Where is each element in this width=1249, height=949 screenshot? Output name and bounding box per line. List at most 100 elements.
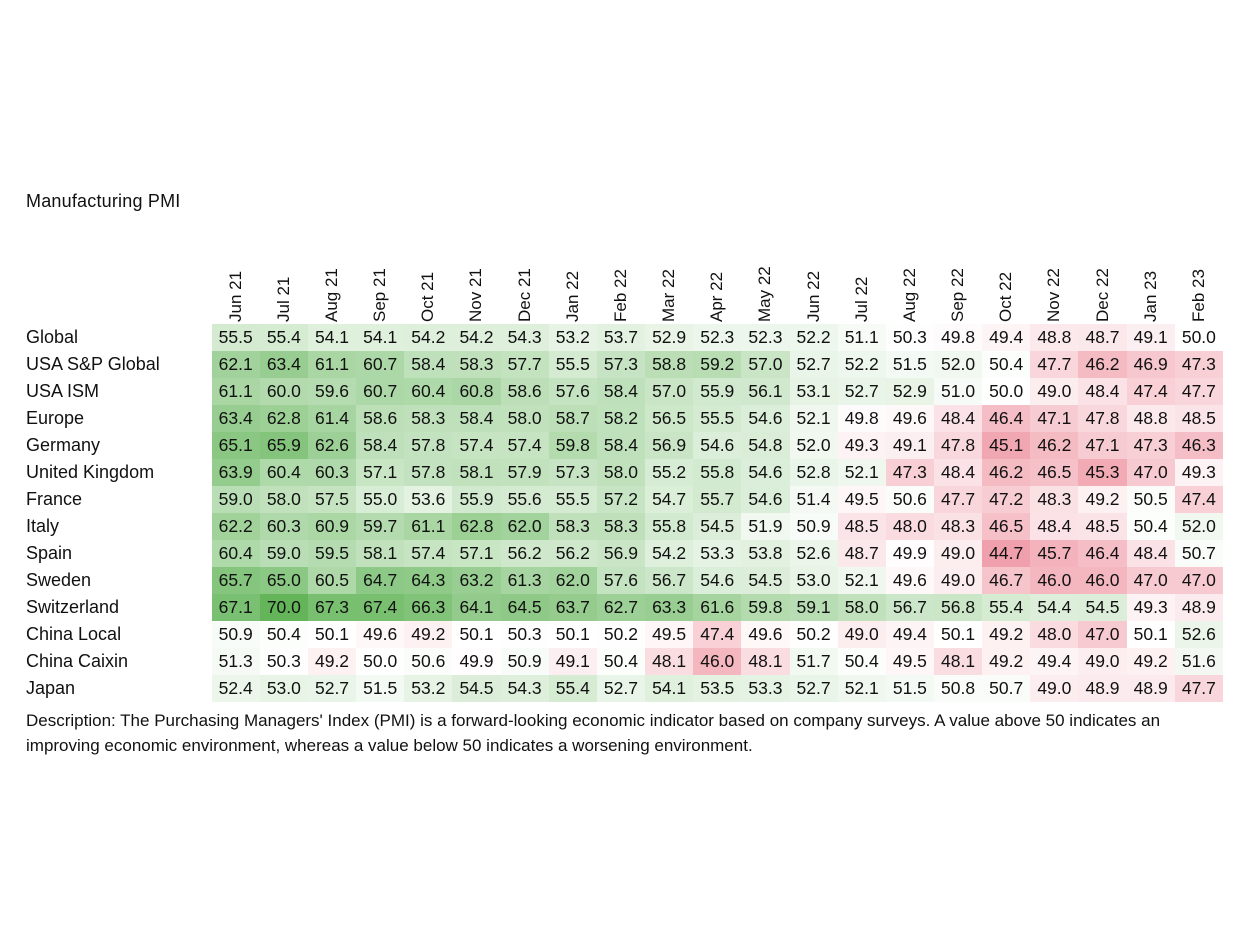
heatmap-cell: 54.3 [500,675,549,702]
heatmap-cell: 49.4 [885,621,934,648]
heatmap-cell: 46.7 [982,567,1031,594]
heatmap-cell: 53.2 [404,675,453,702]
heatmap-cell: 50.1 [548,621,597,648]
table-row-global: Global 55.5 55.4 54.1 54.1 54.2 54.2 54.3 53.2 53… [20,324,1223,351]
heatmap-cell: 64.1 [452,594,501,621]
heatmap-cell: 45.7 [1030,540,1079,567]
heatmap-cell: 49.8 [837,405,886,432]
column-header-aug-21: Aug 21 [308,250,356,324]
heatmap-cell: 47.4 [693,621,742,648]
heatmap-cell: 54.7 [645,486,694,513]
heatmap-cell: 62.6 [307,432,357,459]
heatmap-cell: 57.4 [500,432,549,459]
heatmap-cell: 55.4 [982,594,1031,621]
heatmap-cell: 60.9 [307,513,357,540]
heatmap-cell: 50.7 [982,675,1031,702]
heatmap-cell: 52.1 [837,675,886,702]
heatmap-cell: 49.4 [1030,648,1079,675]
heatmap-cell: 52.1 [789,405,838,432]
heatmap-cell: 57.0 [741,351,790,378]
heatmap-cell: 52.4 [211,675,260,702]
heatmap-cell: 45.1 [982,432,1031,459]
column-header-jun-22: Jun 22 [790,250,838,324]
table-row-usa-sandp-global: USA S&P Global 62.1 63.4 61.1 60.7 58.4 58.3 57… [20,351,1223,378]
heatmap-cell: 57.6 [548,378,597,405]
row-label: Japan [26,678,76,698]
column-label: Sep 22 [948,268,968,322]
heatmap-cell: 60.4 [404,378,453,405]
heatmap-cell: 58.6 [356,405,405,432]
heatmap-cell: 63.9 [211,459,260,486]
heatmap-cell: 48.8 [1126,405,1175,432]
heatmap-cell: 47.2 [982,486,1031,513]
column-label: Jun 21 [225,270,245,322]
heatmap-cell: 49.0 [837,621,886,648]
column-label: Feb 23 [1188,269,1208,322]
heatmap-cell: 49.1 [548,648,597,675]
heatmap-cell: 51.6 [1174,648,1223,675]
heatmap-cell: 49.2 [982,648,1031,675]
heatmap-cell: 58.0 [500,405,549,432]
heatmap-cell: 54.6 [693,432,742,459]
heatmap-cell: 65.7 [211,567,260,594]
heatmap-cell: 50.4 [596,648,646,675]
heatmap-cell: 50.0 [356,648,405,675]
column-header-feb-22: Feb 22 [597,250,645,324]
table-row-china-local: China Local 50.9 50.4 50.1 49.6 49.2 50.1 50.3 5… [20,621,1223,648]
column-label: Dec 21 [514,268,534,322]
table-row-germany: Germany 65.1 65.9 62.6 58.4 57.8 57.4 57.4 59.8 5… [20,432,1223,459]
column-label: Nov 21 [466,268,486,322]
heatmap-cell: 52.0 [933,351,983,378]
heatmap-cell: 47.4 [1126,378,1175,405]
heatmap-cell: 65.9 [259,432,308,459]
description-text: Description: The Purchasing Managers' In… [26,711,1161,755]
column-label: Oct 22 [996,271,1016,322]
heatmap-cell: 49.5 [885,648,934,675]
heatmap-cell: 59.7 [356,513,405,540]
heatmap-cell: 56.7 [645,567,694,594]
heatmap-cell: 52.7 [789,351,838,378]
heatmap-cell: 57.0 [645,378,694,405]
column-header-may-22: May 22 [741,250,789,324]
chart-title: Manufacturing PMI [26,191,181,211]
heatmap-cell: 50.1 [452,621,501,648]
heatmap-cell: 52.2 [789,324,838,351]
column-header-apr-22: Apr 22 [693,250,741,324]
heatmap-cell: 48.1 [741,648,790,675]
heatmap-cell: 50.3 [885,324,934,351]
column-label: Jul 21 [273,276,293,322]
heatmap-cell: 51.7 [789,648,838,675]
heatmap-cell: 52.7 [837,378,886,405]
row-label: Europe [26,408,85,428]
heatmap-cell: 57.5 [307,486,357,513]
heatmap-cell: 50.9 [211,621,260,648]
heatmap-cell: 55.5 [548,486,597,513]
heatmap-cell: 63.4 [211,405,260,432]
column-label: Oct 21 [418,271,438,322]
heatmap-cell: 47.3 [885,459,934,486]
heatmap-cell: 64.7 [356,567,405,594]
heatmap-cell: 48.4 [933,459,983,486]
heatmap-cell: 60.4 [211,540,260,567]
heatmap-cell: 53.6 [404,486,453,513]
heatmap-cell: 52.7 [789,675,838,702]
heatmap-cell: 49.3 [1174,459,1223,486]
heatmap-cell: 58.3 [596,513,646,540]
row-label: France [26,489,83,509]
heatmap-cell: 58.2 [596,405,646,432]
heatmap-cell: 51.0 [933,378,983,405]
column-label: Aug 22 [899,268,919,322]
heatmap-cell: 50.4 [982,351,1031,378]
heatmap-cell: 55.6 [500,486,549,513]
heatmap-cell: 60.7 [356,378,405,405]
heatmap-cell: 60.3 [259,513,308,540]
heatmap-cell: 49.6 [741,621,790,648]
heatmap-cell: 48.3 [1030,486,1079,513]
heatmap-cell: 55.8 [693,459,742,486]
heatmap-cell: 47.8 [933,432,983,459]
row-label: Germany [26,435,101,455]
heatmap-cell: 62.8 [259,405,308,432]
row-label: Spain [26,543,73,563]
table-row-spain: Spain 60.4 59.0 59.5 58.1 57.4 57.1 56.2 56.2 56.… [20,540,1223,567]
column-label: Aug 21 [322,268,342,322]
